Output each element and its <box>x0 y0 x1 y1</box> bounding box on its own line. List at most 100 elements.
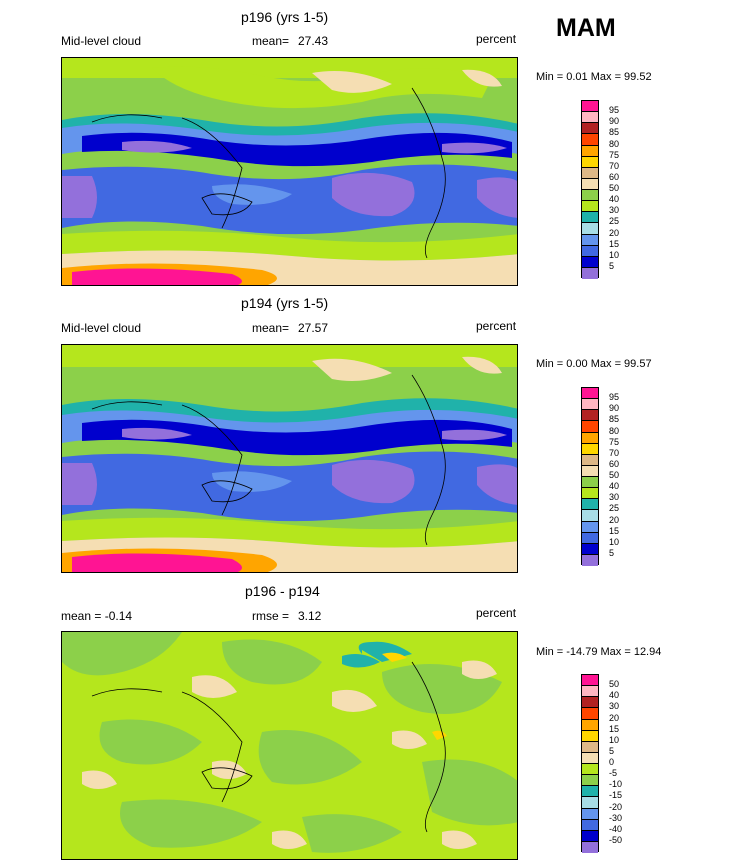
colorbar-tick-label: 85 <box>609 414 620 425</box>
colorbar-segment <box>582 421 598 433</box>
panel3-title: p196 - p194 <box>245 583 320 599</box>
colorbar-segment <box>582 178 598 190</box>
colorbar-segment <box>582 819 598 831</box>
colorbar-segment <box>582 510 598 522</box>
panel3-stat-label: rmse = <box>252 609 290 623</box>
colorbar-segment <box>582 410 598 422</box>
colorbar-tick-label: 30 <box>609 701 620 712</box>
colorbar-tick-label: 5 <box>609 745 615 756</box>
colorbar-tick-label: 25 <box>609 503 620 514</box>
colorbar-segment <box>582 808 598 820</box>
season-label: MAM <box>556 14 616 42</box>
panel2-colorbar <box>581 387 599 566</box>
colorbar-segment <box>582 234 598 246</box>
colorbar-tick-label: -20 <box>609 801 623 812</box>
colorbar-tick-label: 15 <box>609 238 620 249</box>
panel3-range-text: Min = -14.79 Max = 12.94 <box>536 646 662 658</box>
colorbar-segment <box>582 156 598 168</box>
panel2-contour-field <box>62 345 517 572</box>
colorbar-segment <box>582 112 598 124</box>
colorbar-tick-label: 80 <box>609 138 620 149</box>
colorbar-segment <box>582 167 598 179</box>
colorbar-segment <box>582 399 598 411</box>
colorbar-tick-label: -30 <box>609 812 623 823</box>
colorbar-segment <box>582 741 598 753</box>
panel2-stat-label: mean= <box>252 321 290 335</box>
colorbar-segment <box>582 764 598 776</box>
colorbar-segment <box>582 708 598 720</box>
colorbar-tick-label: 95 <box>609 105 620 116</box>
colorbar-segment <box>582 830 598 842</box>
colorbar-tick-label: 20 <box>609 712 620 723</box>
colorbar-tick-label: 25 <box>609 216 620 227</box>
colorbar-tick-label: -15 <box>609 790 623 801</box>
colorbar-segment <box>582 245 598 257</box>
colorbar-tick-label: 70 <box>609 160 620 171</box>
colorbar-tick-label: 15 <box>609 723 620 734</box>
panel3-colorbar <box>581 674 599 853</box>
colorbar-segment <box>582 697 598 709</box>
panel2-map <box>61 344 518 573</box>
panel3-stat-value: 3.12 <box>298 609 322 623</box>
colorbar-tick-label: 90 <box>609 116 620 127</box>
colorbar-segment <box>582 443 598 455</box>
colorbar-segment <box>582 675 598 687</box>
colorbar-tick-label: -50 <box>609 834 623 845</box>
colorbar-tick-label: 60 <box>609 171 620 182</box>
panel2-title: p194 (yrs 1-5) <box>241 295 329 311</box>
colorbar-tick-label: 5 <box>609 547 615 558</box>
panel1-map <box>61 57 518 286</box>
colorbar-segment <box>582 752 598 764</box>
panel1-variable-label: Mid-level cloud <box>61 34 142 48</box>
colorbar-segment <box>582 190 598 202</box>
colorbar-tick-label: 10 <box>609 249 620 260</box>
colorbar-tick-label: -40 <box>609 823 623 834</box>
colorbar-tick-label: 40 <box>609 690 620 701</box>
panel1-stat-value: 27.43 <box>298 34 329 48</box>
colorbar-segment <box>582 388 598 400</box>
colorbar-tick-label: 5 <box>609 260 615 271</box>
panel1-stat-label: mean= <box>252 34 290 48</box>
colorbar-segment <box>582 123 598 135</box>
colorbar-tick-label: 30 <box>609 205 620 216</box>
colorbar-tick-label: 40 <box>609 481 620 492</box>
panel3-map <box>61 631 518 860</box>
panel1-units: percent <box>476 32 517 46</box>
colorbar-tick-label: 75 <box>609 436 620 447</box>
colorbar-tick-label: 80 <box>609 425 620 436</box>
colorbar-tick-label: 85 <box>609 127 620 138</box>
colorbar-segment <box>582 797 598 809</box>
colorbar-segment <box>582 686 598 698</box>
colorbar-tick-label: 75 <box>609 149 620 160</box>
colorbar-tick-label: 50 <box>609 183 620 193</box>
panel1-title: p196 (yrs 1-5) <box>241 9 329 25</box>
panel2-units: percent <box>476 319 517 333</box>
colorbar-tick-label: 15 <box>609 525 620 536</box>
colorbar-segment <box>582 841 598 853</box>
colorbar-tick-label: -5 <box>609 768 618 779</box>
panel3-mean-label: mean = -0.14 <box>61 609 133 623</box>
colorbar-segment <box>582 201 598 213</box>
colorbar-segment <box>582 554 598 566</box>
colorbar-tick-label: 50 <box>609 679 620 690</box>
colorbar-segment <box>582 786 598 798</box>
colorbar-segment <box>582 134 598 146</box>
panel3-units: percent <box>476 606 517 620</box>
colorbar-segment <box>582 488 598 500</box>
colorbar-segment <box>582 267 598 279</box>
panel1-range-text: Min = 0.01 Max = 99.52 <box>536 71 652 83</box>
colorbar-segment <box>582 212 598 224</box>
colorbar-tick-label: 50 <box>609 470 620 480</box>
colorbar-segment <box>582 454 598 466</box>
colorbar-tick-label: 10 <box>609 536 620 547</box>
colorbar-segment <box>582 432 598 444</box>
colorbar-tick-label: 30 <box>609 492 620 503</box>
colorbar-segment <box>582 499 598 511</box>
panel3-contour-field <box>62 632 517 859</box>
colorbar-segment <box>582 101 598 113</box>
panel1-colorbar <box>581 100 599 279</box>
colorbar-tick-label: 95 <box>609 392 620 403</box>
colorbar-segment <box>582 465 598 477</box>
colorbar-segment <box>582 521 598 533</box>
panel2-range-text: Min = 0.00 Max = 99.57 <box>536 358 652 370</box>
